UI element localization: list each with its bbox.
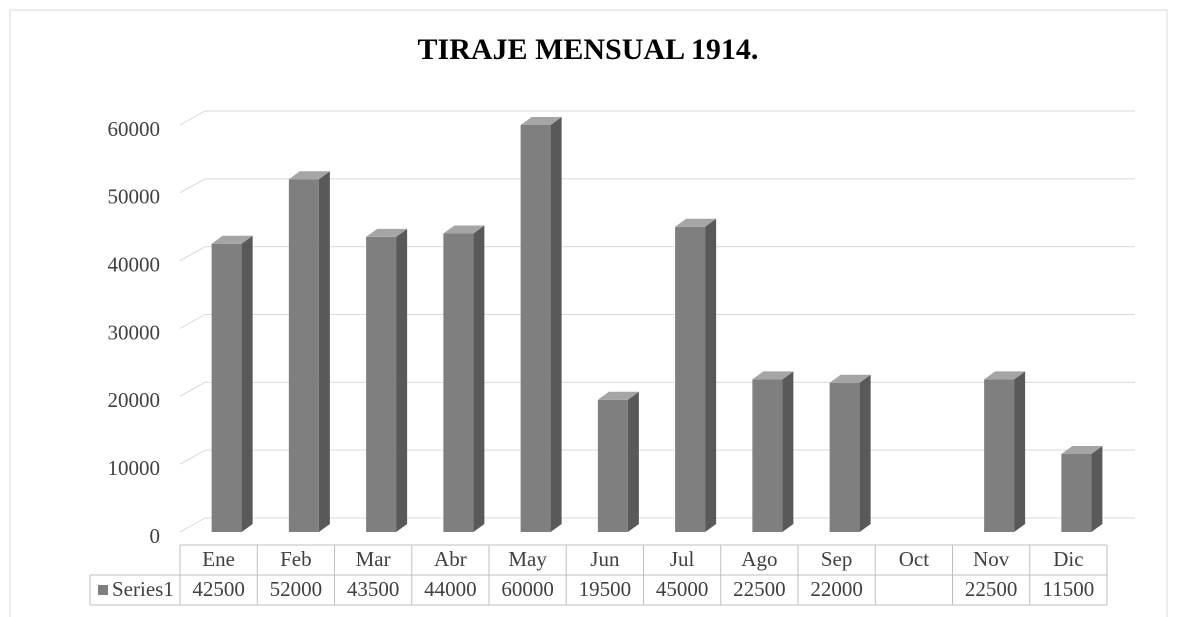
y-tick-label: 60000 [108, 117, 161, 141]
chart-title: TIRAJE MENSUAL 1914. [418, 33, 759, 66]
y-tick-label: 10000 [108, 456, 161, 480]
x-tick-label: Dic [1053, 547, 1083, 571]
y-tick-label: 40000 [108, 252, 161, 276]
bar [829, 382, 860, 532]
x-tick-label: Ago [741, 547, 777, 571]
y-tick-label: 50000 [108, 185, 161, 209]
x-tick-label: Abr [434, 547, 467, 571]
x-tick-label: May [508, 547, 547, 571]
bar [211, 243, 242, 533]
bar [675, 226, 706, 532]
legend-key [98, 585, 108, 595]
bar-top [984, 371, 1026, 380]
grid-line-side [179, 517, 206, 533]
table-value: 19500 [579, 577, 632, 601]
bar-top [288, 171, 330, 180]
y-tick-label: 20000 [108, 388, 161, 412]
x-tick-label: Nov [973, 547, 1010, 571]
bar-side [318, 171, 330, 532]
legend-label: Series1 [112, 577, 174, 601]
bar-top [597, 391, 639, 400]
x-tick-label: Mar [356, 547, 391, 571]
grid-line-side [179, 314, 206, 329]
bar-side [396, 228, 408, 533]
bar-side [473, 225, 485, 533]
table-value: 42500 [192, 577, 245, 601]
bar-top [1061, 445, 1103, 454]
bar-top [211, 235, 253, 244]
table-value: 11500 [1043, 577, 1095, 601]
table-value: 22500 [733, 577, 786, 601]
grid-line-side [179, 110, 206, 126]
bar-side [241, 235, 253, 533]
bar-side [859, 374, 871, 532]
x-tick-label: Jun [590, 547, 620, 571]
table-value: 22000 [810, 577, 863, 601]
bar-top [520, 117, 562, 125]
x-tick-label: Feb [280, 547, 312, 571]
table-value: 45000 [656, 577, 709, 601]
table-value: 43500 [347, 577, 400, 601]
bar [366, 236, 397, 533]
bar-top [443, 225, 485, 234]
bar-side [782, 371, 794, 532]
table-value: 22500 [965, 577, 1018, 601]
x-tick-label: Ene [202, 547, 235, 571]
x-tick-label: Oct [899, 547, 929, 571]
bar [984, 379, 1015, 532]
bar-top [752, 371, 794, 380]
bar [520, 125, 551, 532]
bar [288, 179, 319, 532]
bar-side [550, 117, 562, 532]
bar-top [675, 218, 717, 227]
bar-top [829, 374, 871, 383]
table-value: 44000 [424, 577, 477, 601]
table-value: 52000 [270, 577, 323, 601]
y-tick-label: 0 [150, 524, 161, 548]
bar-side [1091, 445, 1103, 532]
bar-side [1014, 371, 1026, 532]
bar [752, 379, 783, 532]
x-tick-label: Sep [821, 547, 853, 571]
grid-line-side [179, 178, 206, 194]
bar-side [705, 218, 717, 532]
bar [597, 399, 628, 532]
grid-line-side [179, 246, 206, 262]
x-tick-label: Jul [670, 547, 695, 571]
bar-side [627, 391, 639, 532]
bar-top [366, 228, 408, 237]
bar [1061, 453, 1092, 532]
grid-line-side [179, 381, 206, 397]
table-value: 60000 [501, 577, 554, 601]
y-tick-label: 30000 [108, 320, 161, 344]
bar [443, 233, 474, 533]
grid-line-side [179, 449, 206, 465]
